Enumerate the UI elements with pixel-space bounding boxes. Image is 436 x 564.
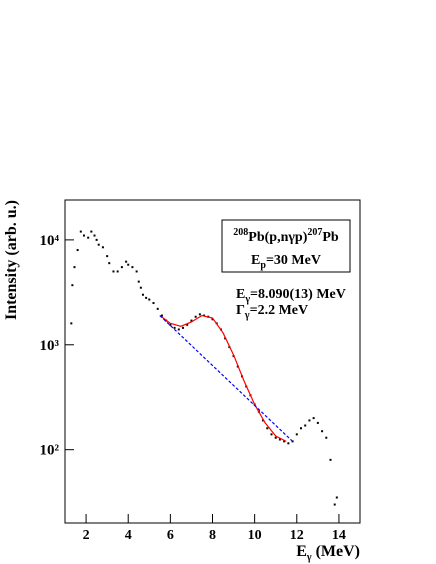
fit-curve	[159, 314, 287, 442]
data-point	[274, 436, 277, 439]
text-part: 208	[233, 227, 248, 238]
data-point	[278, 438, 281, 441]
data-point	[270, 433, 273, 436]
data-point	[95, 238, 98, 241]
data-point	[145, 296, 148, 299]
data-point	[194, 315, 197, 318]
data-point	[316, 421, 319, 424]
text-part: =2.2 MeV	[250, 303, 309, 318]
data-point	[329, 458, 332, 461]
annotation: Γγ=2.2 MeV	[236, 303, 308, 321]
text-part: E	[251, 253, 260, 268]
text-part: =30 MeV	[266, 253, 321, 268]
data-point	[262, 419, 265, 422]
data-point	[308, 419, 311, 422]
data-point	[335, 496, 338, 499]
data-point	[116, 270, 119, 273]
data-point	[141, 293, 144, 296]
data-point	[312, 417, 315, 420]
text-part: γ	[306, 552, 312, 563]
y-axis-label: Intensity (arb. u.)	[3, 200, 20, 320]
data-point	[177, 328, 180, 331]
text-part: Pb(p,nγp)	[248, 230, 307, 245]
data-point	[182, 326, 184, 329]
data-point	[169, 323, 172, 326]
data-point	[127, 263, 130, 266]
data-point	[76, 249, 79, 252]
y-tick-label: 10³	[40, 338, 60, 354]
annotation: Eγ=8.090(13) MeV	[236, 287, 346, 305]
data-point	[112, 270, 115, 273]
text-part: p	[260, 260, 266, 271]
data-point	[295, 433, 298, 436]
text-part: (MeV)	[312, 543, 360, 560]
data-point	[87, 236, 90, 239]
data-point	[287, 442, 290, 445]
data-point	[108, 262, 111, 265]
annotation: Ep=30 MeV	[251, 253, 321, 271]
text-part: γ	[244, 310, 250, 321]
data-point	[321, 430, 324, 433]
data-point	[79, 230, 82, 233]
text-part: E	[296, 543, 307, 560]
data-point	[101, 246, 104, 249]
data-point	[90, 230, 93, 233]
data-point	[266, 427, 269, 430]
text-part: Γ	[236, 303, 245, 318]
data-point	[71, 284, 74, 287]
data-point	[156, 307, 159, 310]
data-point	[173, 326, 176, 329]
data-point	[106, 255, 109, 258]
x-tick-label: 8	[209, 528, 216, 543]
text-part: Intensity (arb. u.)	[3, 200, 20, 320]
x-tick-label: 4	[125, 528, 132, 543]
data-point	[160, 314, 163, 317]
text-part: Pb	[322, 230, 339, 245]
annotation-box	[221, 219, 351, 273]
data-point	[148, 298, 151, 301]
y-tick-label: 10²	[40, 443, 60, 459]
data-point	[135, 270, 138, 273]
data-point	[304, 424, 307, 427]
data-point	[139, 286, 142, 289]
data-point	[97, 243, 100, 246]
data-point	[131, 266, 134, 269]
data-point	[73, 266, 76, 269]
data-point	[325, 436, 328, 439]
x-tick-label: 14	[332, 528, 346, 543]
data-point	[333, 503, 336, 506]
text-part: 207	[307, 227, 322, 238]
data-point	[70, 322, 73, 325]
x-tick-label: 10	[248, 528, 262, 543]
y-tick-label: 10⁴	[40, 233, 60, 249]
annotation: 208Pb(p,nγp)207Pb	[233, 227, 339, 245]
data-point	[120, 266, 123, 269]
data-point	[82, 234, 85, 237]
text-part: γ	[244, 294, 250, 305]
x-axis-label: Eγ (MeV)	[296, 543, 360, 563]
data-point	[186, 323, 189, 326]
x-tick-label: 6	[167, 528, 174, 543]
data-point	[198, 313, 201, 316]
text-part: =8.090(13) MeV	[250, 287, 346, 302]
data-point	[283, 440, 286, 443]
text-part: E	[236, 287, 245, 302]
data-point	[211, 318, 214, 321]
data-point	[152, 302, 155, 305]
data-point	[300, 427, 302, 430]
data-point	[125, 260, 128, 263]
data-point	[137, 280, 140, 283]
background-line	[159, 315, 293, 442]
data-point	[190, 319, 193, 322]
x-tick-label: 2	[83, 528, 90, 543]
data-point	[93, 234, 96, 237]
x-tick-label: 12	[290, 528, 304, 543]
